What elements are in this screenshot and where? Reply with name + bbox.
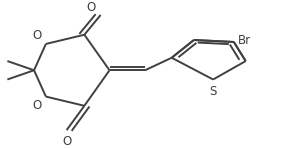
Text: S: S xyxy=(210,85,217,98)
Text: O: O xyxy=(62,135,71,148)
Text: O: O xyxy=(32,98,41,112)
Text: Br: Br xyxy=(238,34,251,47)
Text: O: O xyxy=(32,29,41,42)
Text: O: O xyxy=(86,1,95,14)
